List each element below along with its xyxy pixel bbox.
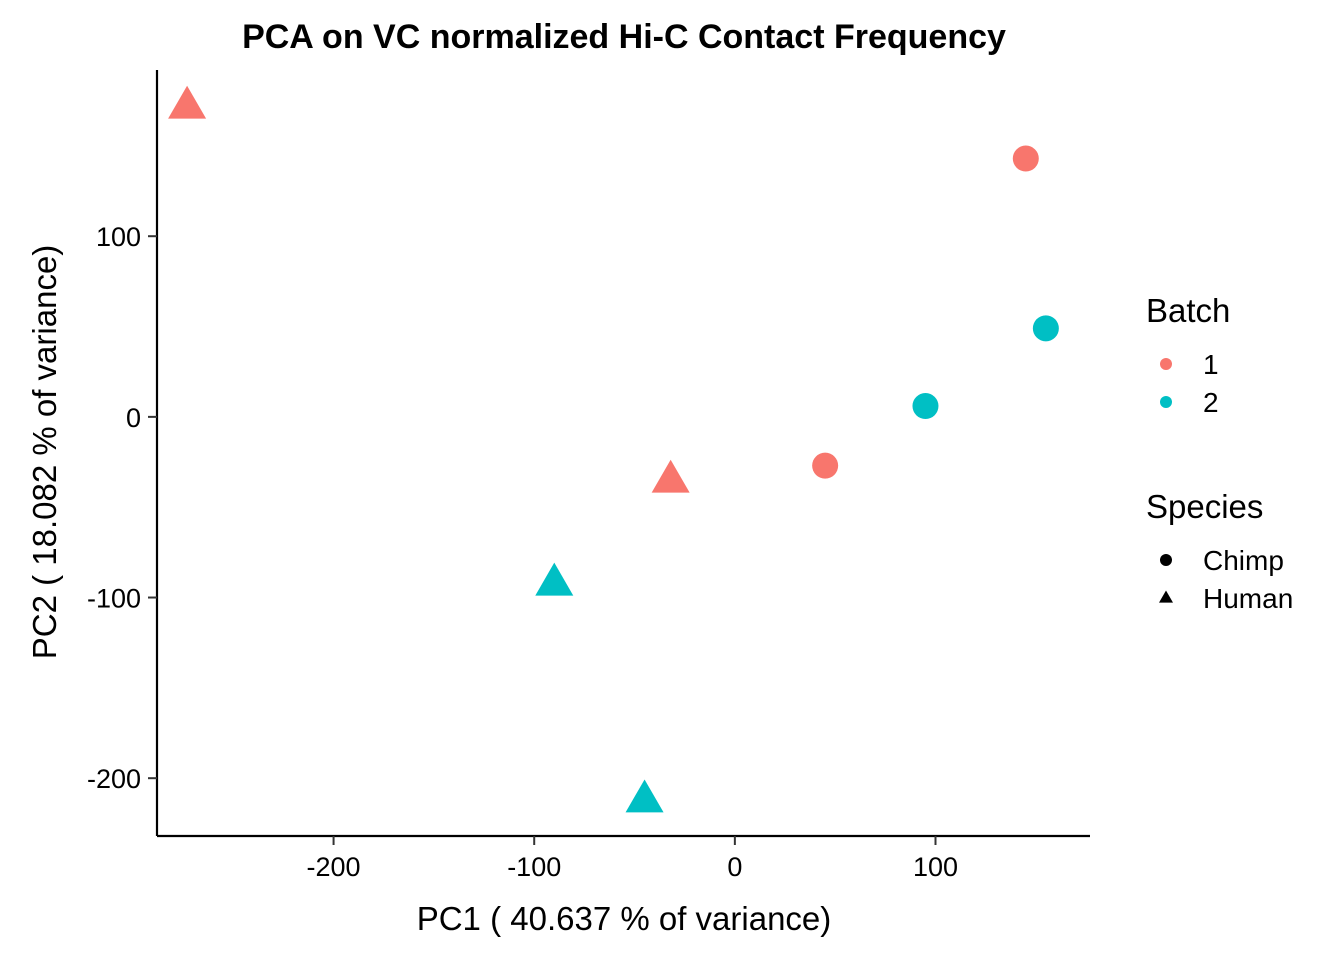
y-tick-label: -100 xyxy=(87,584,141,614)
x-tick-label: -200 xyxy=(307,852,361,882)
x-tick-label: -100 xyxy=(507,852,561,882)
legend-title-species: Species xyxy=(1146,488,1263,525)
data-point-human xyxy=(625,779,664,813)
legend-title-batch: Batch xyxy=(1146,292,1230,329)
legend-label-species: Chimp xyxy=(1203,545,1284,576)
data-point-chimp xyxy=(912,393,939,420)
legend-key-species xyxy=(1159,590,1173,603)
data-point-human xyxy=(651,459,690,493)
data-point-human xyxy=(535,562,574,596)
data-point-chimp xyxy=(1012,145,1039,172)
data-point-chimp xyxy=(1032,315,1059,342)
legend-label-batch: 2 xyxy=(1203,387,1219,418)
legend-label-batch: 1 xyxy=(1203,349,1219,380)
plot-area: -200 -100 0 100 -200 -100 0 100 xyxy=(87,70,1090,882)
legend-key-batch xyxy=(1160,396,1172,408)
data-point-chimp xyxy=(812,452,839,479)
legend-key-species xyxy=(1160,554,1172,566)
data-point-human xyxy=(168,85,207,119)
x-axis-title: PC1 ( 40.637 % of variance) xyxy=(417,900,832,937)
legend-label-species: Human xyxy=(1203,583,1293,614)
y-tick-label: -200 xyxy=(87,764,141,794)
y-tick-label: 100 xyxy=(96,222,141,252)
x-tick-label: 100 xyxy=(913,852,958,882)
chart-title: PCA on VC normalized Hi-C Contact Freque… xyxy=(242,18,1006,56)
legend: Batch 1 2 Species Chimp Human xyxy=(1146,292,1293,614)
x-tick-label: 0 xyxy=(727,852,742,882)
y-tick-label: 0 xyxy=(126,403,141,433)
legend-key-batch xyxy=(1160,358,1172,370)
y-axis-title: PC2 ( 18.082 % of variance) xyxy=(26,245,63,660)
